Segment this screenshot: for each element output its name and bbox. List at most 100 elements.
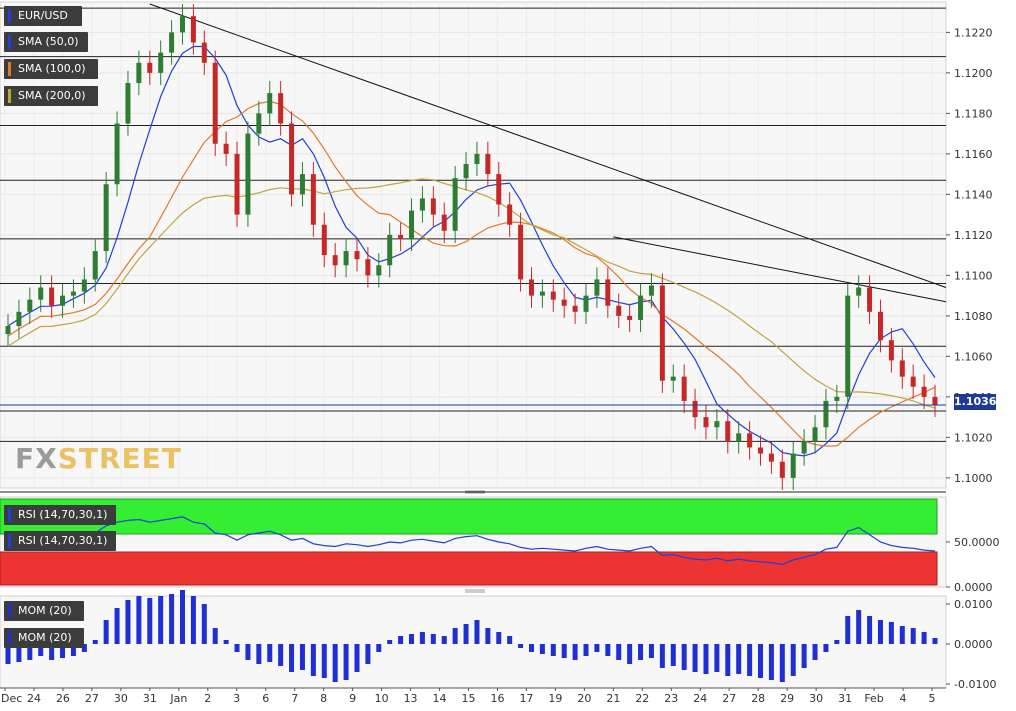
mom-bar xyxy=(190,596,196,644)
mom-bar xyxy=(714,644,720,672)
candle-body xyxy=(812,427,818,442)
candle-body xyxy=(594,279,600,296)
mom-bar xyxy=(790,644,796,676)
mom-bar xyxy=(659,644,665,668)
y-tick-label: 0.0100 xyxy=(954,598,993,611)
mom-bar xyxy=(299,644,305,670)
candle-body xyxy=(245,133,251,215)
mom-bar xyxy=(725,644,731,676)
mom-bar xyxy=(518,644,524,648)
mom-bar xyxy=(310,644,316,676)
candle-body xyxy=(310,174,316,225)
candle-body xyxy=(867,287,873,312)
legend-swatch xyxy=(8,89,11,103)
candle-body xyxy=(409,210,415,239)
legend-sma100[interactable]: SMA (100,0) xyxy=(4,59,98,79)
candle-body xyxy=(365,259,371,276)
rsi-line xyxy=(7,516,936,566)
candle-body xyxy=(27,299,33,312)
mom-bar xyxy=(212,628,218,644)
mom-bar xyxy=(463,624,469,644)
mom-bar xyxy=(321,644,327,678)
candle-body xyxy=(441,214,447,231)
candle-body xyxy=(147,62,153,73)
legend-eurusd[interactable]: EUR/USD xyxy=(4,6,82,26)
mom-bar xyxy=(38,644,44,656)
mom-bar xyxy=(387,640,393,644)
candle-body xyxy=(256,113,262,134)
mom-bar xyxy=(747,644,753,676)
x-tick-label: 15 xyxy=(462,692,476,705)
mom-bar xyxy=(376,644,382,652)
y-tick-label: 1.1200 xyxy=(954,67,993,80)
candle-body xyxy=(779,461,785,478)
x-tick-label: 30 xyxy=(114,692,128,705)
x-tick-label: Feb xyxy=(864,692,883,705)
y-tick-label: 1.1220 xyxy=(954,26,993,39)
x-tick-label: 22 xyxy=(635,692,649,705)
candle-body xyxy=(758,447,764,454)
y-tick-label: 1.1060 xyxy=(954,350,993,363)
mom-bar xyxy=(343,644,349,680)
candle-body xyxy=(747,433,753,448)
y-tick-label: 1.1020 xyxy=(954,431,993,444)
fxstreet-logo: FXSTREET xyxy=(15,442,182,475)
legend-mom-2[interactable]: MOM (20) xyxy=(4,628,84,648)
trendline xyxy=(149,3,947,288)
mom-bar xyxy=(877,620,883,644)
mom-bar xyxy=(899,626,905,644)
candle-body xyxy=(877,311,883,341)
mom-bar xyxy=(332,644,338,682)
legend-swatch xyxy=(8,534,11,548)
mom-bar xyxy=(648,644,654,658)
candle-body xyxy=(70,291,76,296)
y-tick-label: 1.1100 xyxy=(954,269,993,282)
mom-bar xyxy=(867,616,873,644)
candle-body xyxy=(790,453,796,478)
candle-body xyxy=(681,376,687,401)
mom-bar xyxy=(550,644,556,656)
candle-body xyxy=(518,224,524,280)
legend-swatch xyxy=(8,9,11,23)
candle-body xyxy=(354,251,360,260)
legend-sma200[interactable]: SMA (200,0) xyxy=(4,86,98,106)
legend-mom-1[interactable]: MOM (20) xyxy=(4,601,84,621)
mom-bar xyxy=(627,644,633,664)
mom-bar xyxy=(692,644,698,672)
candle-body xyxy=(38,287,44,300)
sma200-line xyxy=(7,178,936,409)
candle-body xyxy=(419,198,425,211)
candle-body xyxy=(81,279,87,292)
x-tick-label: 8 xyxy=(320,692,327,705)
mom-bar xyxy=(638,644,644,660)
candle-body xyxy=(648,285,654,296)
candle-body xyxy=(321,224,327,256)
mom-bar xyxy=(932,638,938,644)
legend-label: MOM (20) xyxy=(18,631,72,644)
legend-label: SMA (200,0) xyxy=(18,89,86,102)
candle-body xyxy=(910,376,916,387)
x-tick-label: 24 xyxy=(693,692,707,705)
candle-body xyxy=(692,400,698,418)
mom-bar xyxy=(256,644,262,664)
legend-label: MOM (20) xyxy=(18,604,72,617)
candle-body xyxy=(921,386,927,397)
candle-body xyxy=(583,295,589,312)
legend-sma50[interactable]: SMA (50,0) xyxy=(4,32,88,52)
candle-body xyxy=(496,174,502,205)
x-tick-label: 31 xyxy=(143,692,157,705)
candle-body xyxy=(605,279,611,306)
legend-rsi-2[interactable]: RSI (14,70,30,1) xyxy=(4,531,116,551)
y-tick-label: 1.1120 xyxy=(954,229,993,242)
x-tick-label: 20 xyxy=(577,692,591,705)
legend-label: RSI (14,70,30,1) xyxy=(18,534,108,547)
legend-rsi-1[interactable]: RSI (14,70,30,1) xyxy=(4,505,116,525)
x-tick-label: 4 xyxy=(900,692,907,705)
candle-body xyxy=(16,311,22,326)
mom-bar xyxy=(801,644,807,668)
candle-body xyxy=(376,265,382,276)
candle-body xyxy=(452,178,458,231)
mom-bar xyxy=(474,620,480,644)
candle-body xyxy=(103,184,109,252)
